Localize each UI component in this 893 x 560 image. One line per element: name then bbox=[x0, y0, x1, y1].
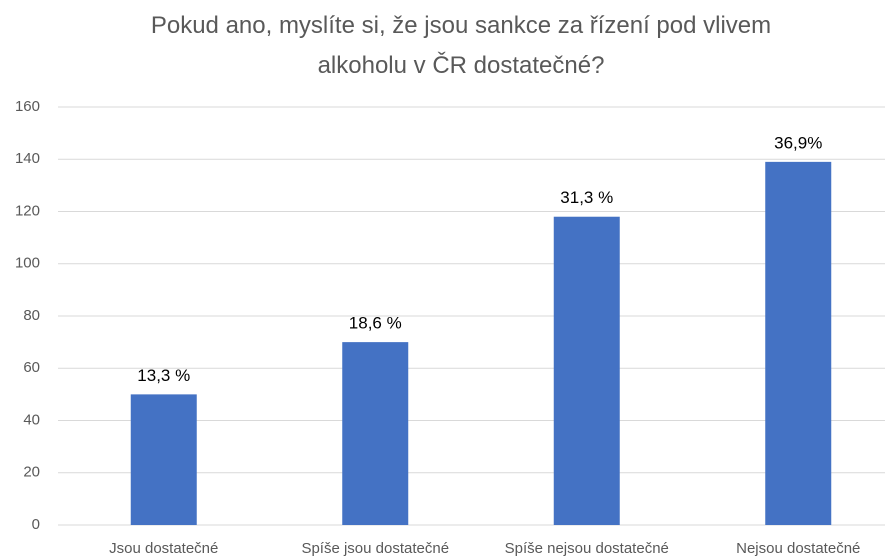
x-tick-label: Nejsou dostatečné bbox=[736, 540, 860, 557]
x-tick-label: Spíše nejsou dostatečné bbox=[505, 540, 669, 557]
data-label: 13,3 % bbox=[137, 366, 190, 385]
bar bbox=[553, 216, 620, 525]
x-tick-label: Jsou dostatečné bbox=[109, 540, 218, 557]
y-tick-label: 140 bbox=[15, 150, 40, 167]
data-label: 31,3 % bbox=[560, 188, 613, 207]
chart-title: Pokud ano, myslíte si, že jsou sankce za… bbox=[150, 12, 772, 79]
y-tick-label: 120 bbox=[15, 202, 40, 219]
data-label: 36,9% bbox=[774, 133, 822, 152]
bar bbox=[765, 161, 832, 526]
y-tick-label: 160 bbox=[15, 98, 40, 115]
data-label: 18,6 % bbox=[349, 314, 402, 333]
y-tick-label: 40 bbox=[23, 411, 40, 428]
y-tick-label: 20 bbox=[23, 464, 40, 481]
y-tick-label: 0 bbox=[32, 516, 40, 533]
x-tick-label: Spíše jsou dostatečné bbox=[301, 540, 449, 557]
bar bbox=[342, 342, 409, 525]
y-tick-label: 80 bbox=[23, 307, 40, 324]
y-tick-label: 60 bbox=[23, 359, 40, 376]
y-tick-label: 100 bbox=[15, 255, 40, 272]
bar bbox=[130, 394, 197, 525]
